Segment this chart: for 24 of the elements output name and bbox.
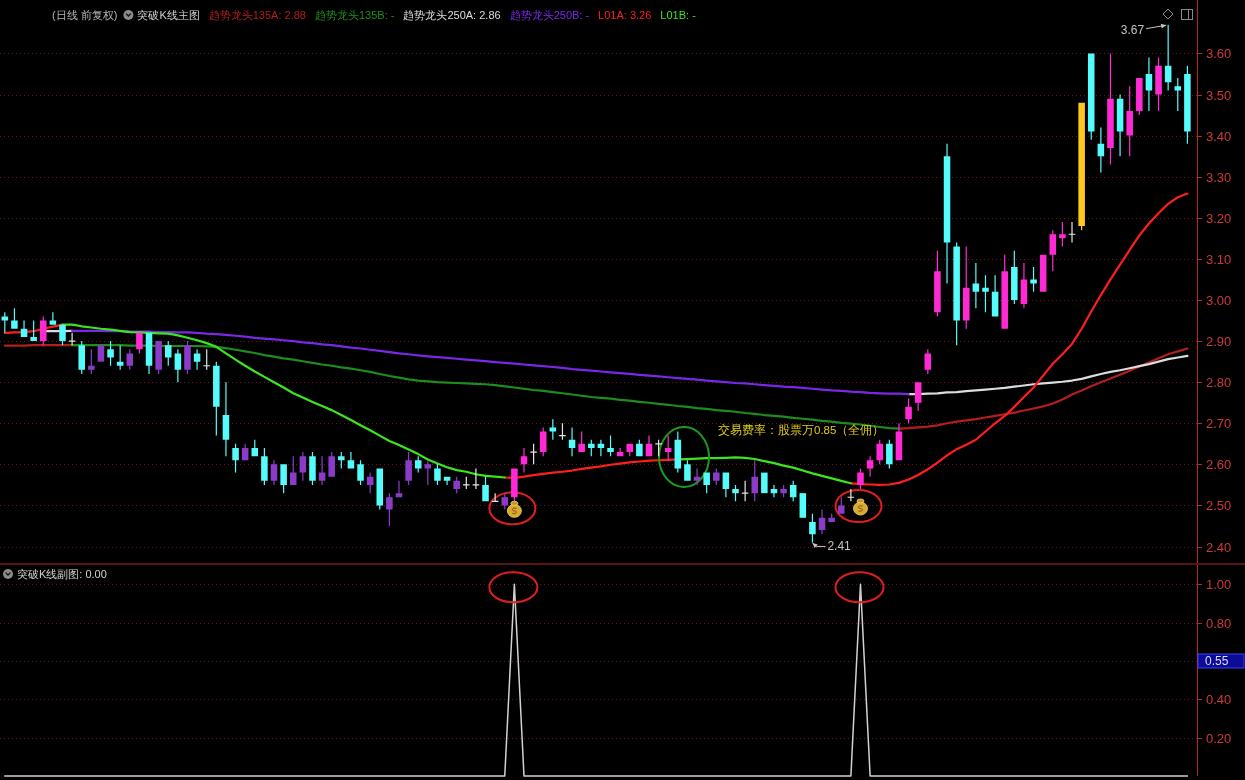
y-tick-label: 2.70 — [1206, 416, 1232, 431]
y-tick-label: 3.50 — [1206, 88, 1232, 103]
header: 突破K线副图: 0.00 — [3, 568, 107, 580]
y-tick-label: 1.00 — [1206, 577, 1232, 592]
y-tick-label: 0.20 — [1206, 731, 1232, 746]
y-tick-label: 3.10 — [1206, 252, 1232, 267]
y-tick-label: 2.50 — [1206, 498, 1232, 513]
y-tick-label: 3.60 — [1206, 46, 1232, 61]
y-tick-label: 2.90 — [1206, 334, 1232, 349]
value-box: 0.55 — [1197, 653, 1245, 669]
annotation: 3.67 — [1120, 22, 1145, 37]
legend: 趋势龙头135A: 2.88 趋势龙头135B: - 趋势龙头250A: 2.86 趋势龙头250B: - L01A: 3.26 L01B: - — [208, 9, 696, 21]
y-tick-label: 2.40 — [1206, 540, 1232, 555]
y-tick-label: 3.20 — [1206, 211, 1232, 226]
header: (日线 前复权) 突破K线主图 — [52, 9, 200, 21]
y-tick-label: 3.40 — [1206, 129, 1232, 144]
y-tick-label: 2.60 — [1206, 457, 1232, 472]
y-tick-label: 2.80 — [1206, 375, 1232, 390]
annotation: 2.41 — [827, 539, 852, 554]
y-tick-label: 0.80 — [1206, 616, 1232, 631]
y-tick-label: 0.40 — [1206, 692, 1232, 707]
annotation: 交易费率：股票万0.85（全佣） — [718, 423, 885, 437]
y-tick-label: 3.00 — [1206, 293, 1232, 308]
y-tick-label: 3.30 — [1206, 170, 1232, 185]
